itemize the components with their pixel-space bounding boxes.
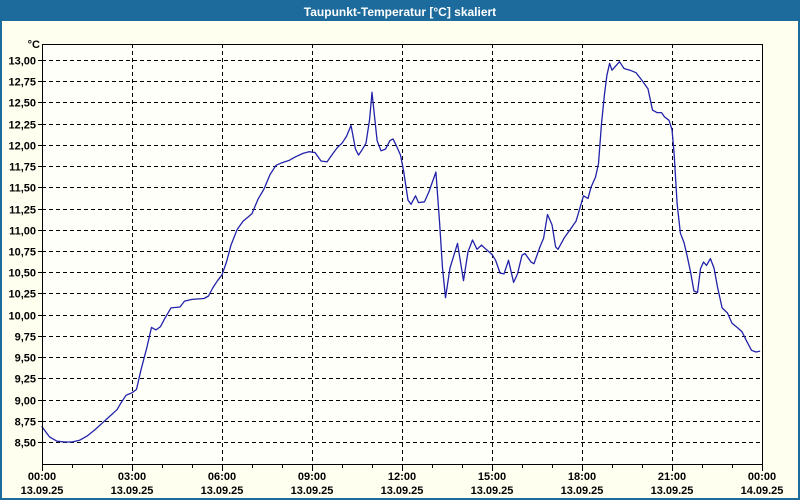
y-tick-label: 9,75	[15, 332, 36, 344]
y-tick-label: 8,75	[15, 417, 36, 429]
x-tick-labels: 00:00 13.09.25 03:00 13.09.25 06:00 13.09.25 0…	[21, 471, 784, 497]
y-tick-label: 10,75	[8, 247, 36, 259]
y-tick-label: 9,00	[15, 396, 36, 408]
plot-border	[42, 44, 763, 465]
y-tick-label: 10,00	[8, 311, 36, 323]
y-tick-label: 11,00	[9, 226, 36, 238]
y-tick-label: 12,75	[8, 77, 36, 89]
x-tick-date-label: 14.09.25	[741, 485, 784, 497]
y-tick-label: 12,50	[8, 98, 36, 110]
y-tick-label: 10,25	[8, 289, 36, 301]
window-titlebar[interactable]: Taupunkt-Temperatur [°C] skaliert	[2, 2, 798, 21]
x-tick-time-label: 00:00	[748, 471, 776, 483]
x-tick-date-label: 13.09.25	[651, 485, 694, 497]
x-tick-date-label: 13.09.25	[471, 485, 514, 497]
x-tick-date-label: 13.09.25	[111, 485, 154, 497]
x-tick-time-label: 21:00	[658, 471, 686, 483]
x-tick-time-label: 12:00	[388, 471, 416, 483]
x-tick-time-label: 09:00	[298, 471, 326, 483]
y-tick-label: 9,25	[15, 374, 36, 386]
y-tick-label: 11,25	[9, 205, 36, 217]
window-title: Taupunkt-Temperatur [°C] skaliert	[303, 4, 497, 19]
x-tick-time-label: 03:00	[118, 471, 146, 483]
y-tick-label: 12,00	[8, 141, 36, 153]
y-tick-label: 12,25	[8, 120, 36, 132]
y-tick-label: 11,75	[9, 162, 36, 174]
x-tick-date-label: 13.09.25	[291, 485, 334, 497]
y-tick-label: 8,50	[15, 438, 36, 450]
x-tick-date-label: 13.09.25	[21, 485, 64, 497]
x-tick-date-label: 13.09.25	[561, 485, 604, 497]
x-tick-time-label: 00:00	[28, 471, 56, 483]
x-tick-time-label: 18:00	[568, 471, 596, 483]
y-tick-labels: 13,00 12,75 12,50 12,25 12,00 11,75 11,50 11,25…	[8, 56, 36, 450]
y-axis-unit-label: °C	[27, 39, 40, 51]
temperature-line	[41, 61, 761, 443]
x-tick-time-label: 15:00	[478, 471, 506, 483]
y-tick-label: 10,50	[8, 268, 36, 280]
y-tick-label: 9,50	[15, 353, 36, 365]
x-tick-date-label: 13.09.25	[201, 485, 244, 497]
y-tick-label: 13,00	[8, 56, 36, 68]
y-tick-label: 11,50	[9, 183, 36, 195]
x-tick-time-label: 06:00	[208, 471, 236, 483]
x-tick-date-label: 13.09.25	[381, 485, 424, 497]
